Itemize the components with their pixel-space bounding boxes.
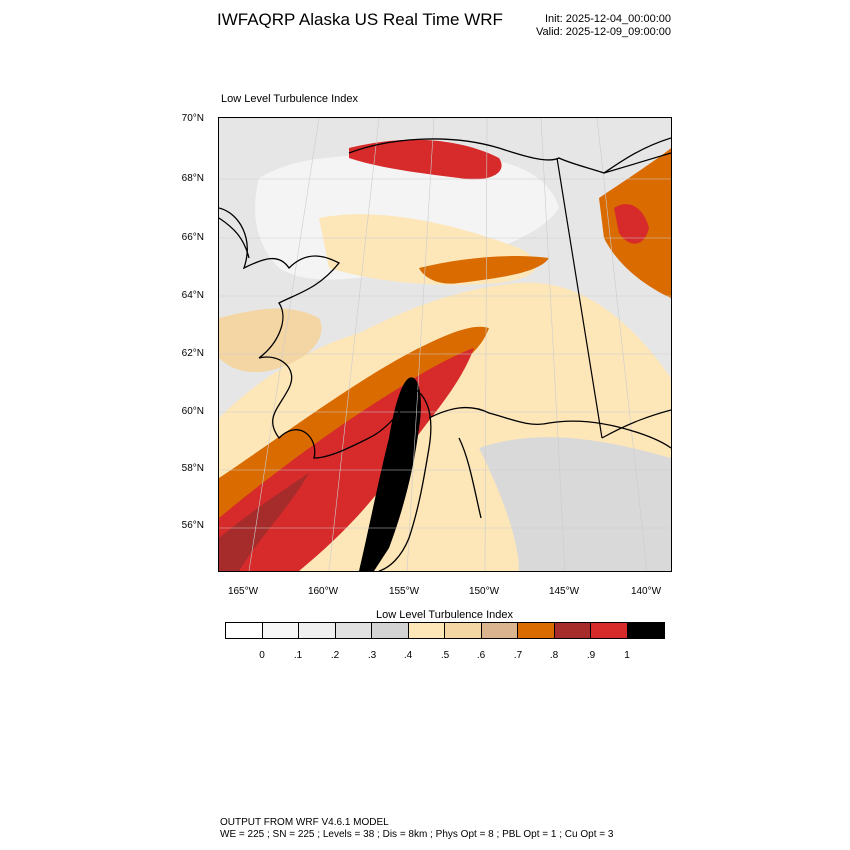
north-red-region [349, 139, 502, 180]
border-lines [556, 152, 671, 439]
map-canvas [219, 118, 671, 571]
footer-line-1: OUTPUT FROM WRF V4.6.1 MODEL [220, 817, 389, 828]
colorbar-label: .2 [330, 650, 340, 661]
colorbar-label: .7 [513, 650, 523, 661]
colorbar-box [481, 623, 518, 638]
lon-tick-150: 150°W [468, 586, 500, 597]
black-region [359, 377, 421, 571]
pale-band-region-2 [219, 308, 322, 373]
colorbar-label: .9 [586, 650, 596, 661]
footer-line-2: WE = 225 ; SN = 225 ; Levels = 38 ; Dis … [220, 829, 614, 840]
lat-tick-62: 62°N [181, 348, 204, 359]
colorbar [225, 622, 665, 639]
lon-tick-145: 145°W [548, 586, 580, 597]
lat-tick-64: 64°N [181, 290, 204, 301]
page-title: IWFAQRP Alaska US Real Time WRF [217, 10, 503, 29]
lon-tick-140: 140°W [630, 586, 662, 597]
lon-tick-155: 155°W [388, 586, 420, 597]
model-footer: OUTPUT FROM WRF V4.6.1 MODEL WE = 225 ; … [220, 817, 613, 841]
lat-tick-58: 58°N [181, 463, 204, 474]
colorbar-label: 0 [259, 650, 265, 661]
colorbar-box [372, 623, 409, 638]
graticule [219, 118, 671, 571]
colorbar-box [262, 623, 299, 638]
colorbar-box [299, 623, 336, 638]
map-field-label: Low Level Turbulence Index [221, 93, 358, 105]
colorbar-label: 1 [624, 650, 630, 661]
lat-tick-56: 56°N [181, 520, 204, 531]
colorbar-box [226, 623, 263, 638]
colorbar-label: .8 [549, 650, 559, 661]
lat-tick-70: 70°N [181, 113, 204, 124]
colorbar-box [627, 623, 664, 638]
colorbar-label: .4 [403, 650, 413, 661]
colorbar-label: .5 [440, 650, 450, 661]
colorbar-box [518, 623, 555, 638]
lon-tick-160: 160°W [307, 586, 339, 597]
colorbar-label: .1 [293, 650, 303, 661]
interior-orange-streak [419, 256, 549, 284]
turbulence-map [218, 117, 672, 572]
colorbar-box [408, 623, 445, 638]
colorbar-title: Low Level Turbulence Index [376, 609, 513, 621]
colorbar-box [554, 623, 591, 638]
init-valid-times: Init: 2025-12-04_00:00:00 Valid: 2025-12… [536, 13, 671, 39]
init-time: Init: 2025-12-04_00:00:00 [545, 13, 671, 25]
lon-tick-165: 165°W [227, 586, 259, 597]
colorbar-box [445, 623, 482, 638]
colorbar-label: .6 [476, 650, 486, 661]
yukon-red-region [614, 204, 649, 244]
valid-time: Valid: 2025-12-09_09:00:00 [536, 26, 671, 38]
colorbar-label: .3 [367, 650, 377, 661]
gulf-grey-region [479, 437, 671, 571]
coastline [219, 137, 671, 571]
darkred-band [219, 473, 309, 571]
colorbar-box [591, 623, 628, 638]
colorbar-box [335, 623, 372, 638]
lat-tick-60: 60°N [181, 406, 204, 417]
lat-tick-68: 68°N [181, 173, 204, 184]
lat-tick-66: 66°N [181, 232, 204, 243]
